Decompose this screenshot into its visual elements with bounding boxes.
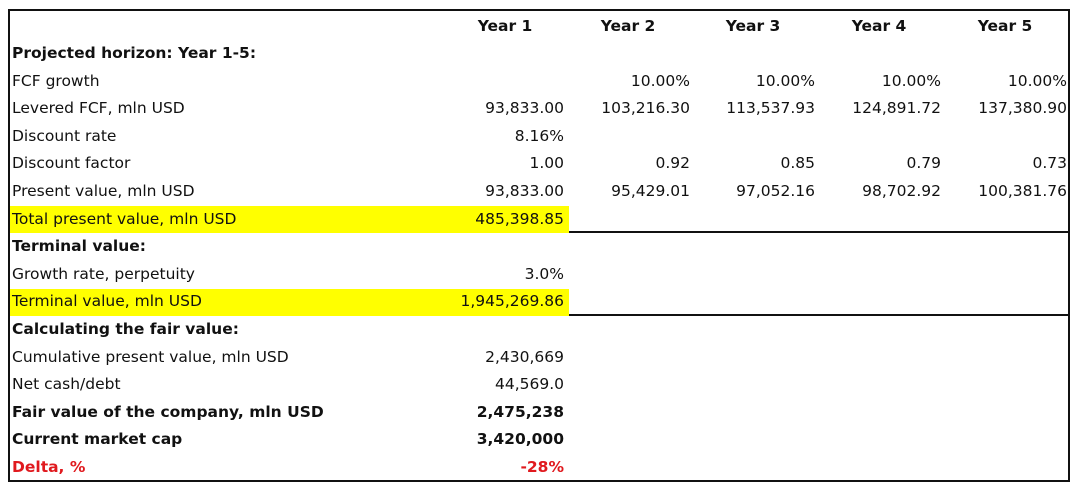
row-value-year-2: 0.92	[655, 154, 690, 173]
row-label: Cumulative present value, mln USD	[12, 347, 289, 366]
row-value-year-3: 97,052.16	[736, 182, 815, 200]
row-value-year-4: 0.79	[906, 154, 941, 173]
row-value-year-2: 10.00%	[630, 71, 690, 90]
row-value-year-1: -28%	[520, 458, 564, 476]
row-label: FCF growth	[12, 71, 100, 90]
row-label: Calculating the fair value:	[12, 320, 239, 338]
row-value-year-3: 10.00%	[755, 71, 815, 90]
row-label: Growth rate, perpetuity	[12, 264, 195, 283]
row-value-year-1: 1.00	[529, 154, 564, 173]
row-label: Current market cap	[12, 430, 183, 449]
row-value-year-3: 113,537.93	[726, 99, 815, 118]
row-label: Present value, mln USD	[12, 182, 195, 200]
row-value-year-3: 0.85	[780, 154, 815, 173]
row-value-year-1: 44,569.0	[494, 375, 564, 394]
column-header-year-5: Year 5	[977, 17, 1033, 35]
row-label: Terminal value, mln USD	[12, 292, 202, 311]
row-label: Discount rate	[12, 126, 117, 145]
row-value-year-5: 100,381.76	[978, 182, 1067, 200]
row-label: Discount factor	[12, 154, 131, 173]
row-value-year-1: 2,430,669	[485, 347, 564, 366]
row-value-year-2: 95,429.01	[611, 182, 690, 200]
row-value-year-1: 1,945,269.86	[460, 292, 564, 311]
column-header-year-4: Year 4	[851, 17, 907, 35]
column-header-year-3: Year 3	[725, 17, 781, 35]
row-value-year-1: 3,420,000	[476, 430, 564, 449]
row-value-year-5: 10.00%	[1007, 71, 1067, 90]
row-value-year-1: 93,833.00	[485, 99, 564, 118]
highlight-band-6	[10, 206, 569, 234]
row-value-year-1: 2,475,238	[476, 402, 564, 421]
row-value-year-1: 8.16%	[514, 126, 564, 145]
row-label: Fair value of the company, mln USD	[12, 402, 324, 421]
row-value-year-4: 10.00%	[881, 71, 941, 90]
valuation-table	[8, 9, 1070, 482]
row-label: Projected horizon: Year 1-5:	[12, 44, 257, 62]
row-value-year-4: 98,702.92	[862, 182, 941, 200]
row-value-year-1: 485,398.85	[475, 209, 564, 228]
row-value-year-2: 103,216.30	[601, 99, 690, 118]
column-header-year-2: Year 2	[600, 17, 656, 35]
row-label: Delta, %	[12, 458, 86, 476]
row-label: Terminal value:	[12, 237, 146, 256]
row-value-year-1: 93,833.00	[485, 182, 564, 200]
row-value-year-5: 137,380.90	[978, 99, 1067, 118]
row-value-year-1: 3.0%	[524, 264, 564, 283]
row-label: Net cash/debt	[12, 375, 121, 394]
highlight-band-9	[10, 288, 569, 316]
column-header-year-1: Year 1	[477, 17, 533, 35]
row-label: Total present value, mln USD	[12, 209, 237, 228]
row-value-year-4: 124,891.72	[852, 99, 941, 118]
row-label: Levered FCF, mln USD	[12, 99, 185, 118]
row-value-year-5: 0.73	[1032, 154, 1067, 173]
